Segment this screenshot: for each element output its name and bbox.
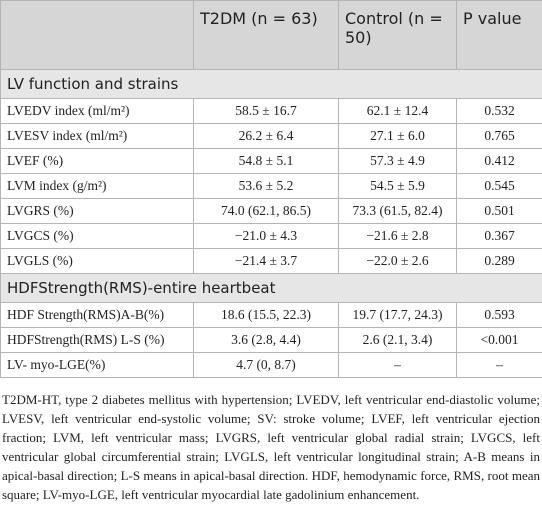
value-cell: 19.7 (17.7, 24.3) — [338, 302, 457, 328]
table: T2DM (n = 63) Control (n = 50) P value LV f… — [0, 0, 542, 378]
footnote: T2DM-HT, type 2 diabetes mellitus with h… — [2, 392, 540, 502]
row-label: LVEF (%) — [0, 148, 194, 174]
data-row: HDFStrength(RMS) L-S (%) 3.6 (2.8, 4.4) 2.… — [0, 327, 542, 353]
data-row: LVGLS (%) −21.4 ± 3.7 −22.0 ± 2.6 0.289 — [0, 248, 542, 274]
section-title: HDFStrength(RMS)-entire heartbeat — [0, 273, 542, 303]
value-cell: −21.0 ± 4.3 — [193, 223, 339, 249]
value-cell: 26.2 ± 6.4 — [193, 123, 339, 149]
row-label: HDF Strength(RMS)A-B(%) — [0, 302, 194, 328]
value-cell: 54.5 ± 5.9 — [338, 173, 457, 199]
value-cell: 18.6 (15.5, 22.3) — [193, 302, 339, 328]
section-title: LV function and strains — [0, 69, 542, 99]
data-row: LVEDV index (ml/m²) 58.5 ± 16.7 62.1 ± 12.… — [0, 98, 542, 124]
row-label: LVGRS (%) — [0, 198, 194, 224]
row-label: LV- myo-LGE(%) — [0, 352, 194, 378]
value-cell: 0.367 — [456, 223, 542, 249]
row-label: LVEDV index (ml/m²) — [0, 98, 194, 124]
value-cell: −22.0 ± 2.6 — [338, 248, 457, 274]
value-cell: 0.289 — [456, 248, 542, 274]
value-cell: 73.3 (61.5, 82.4) — [338, 198, 457, 224]
value-cell: 57.3 ± 4.9 — [338, 148, 457, 174]
data-row: LV- myo-LGE(%) 4.7 (0, 8.7) – – — [0, 352, 542, 378]
value-cell: – — [456, 352, 542, 378]
value-cell: 0.412 — [456, 148, 542, 174]
row-label: LVGLS (%) — [0, 248, 194, 274]
data-row: HDF Strength(RMS)A-B(%) 18.6 (15.5, 22.3)… — [0, 302, 542, 328]
header-cell: T2DM (n = 63) — [193, 0, 339, 70]
header-cell: Control (n = 50) — [338, 0, 457, 70]
value-cell: <0.001 — [456, 327, 542, 353]
value-cell: 0.532 — [456, 98, 542, 124]
table-body: T2DM (n = 63) Control (n = 50) P value LV f… — [0, 0, 542, 378]
row-label: LVM index (g/m²) — [0, 173, 194, 199]
data-row: LVESV index (ml/m²) 26.2 ± 6.4 27.1 ± 6.0 0… — [0, 123, 542, 149]
header-cell — [0, 0, 194, 70]
value-cell: 53.6 ± 5.2 — [193, 173, 339, 199]
row-label: LVGCS (%) — [0, 223, 194, 249]
value-cell: −21.4 ± 3.7 — [193, 248, 339, 274]
value-cell: 62.1 ± 12.4 — [338, 98, 457, 124]
value-cell: 27.1 ± 6.0 — [338, 123, 457, 149]
header-cell: P value — [456, 0, 542, 70]
row-label: LVESV index (ml/m²) — [0, 123, 194, 149]
header-row: T2DM (n = 63) Control (n = 50) P value — [0, 0, 542, 70]
data-row: LVEF (%) 54.8 ± 5.1 57.3 ± 4.9 0.412 — [0, 148, 542, 174]
value-cell: 0.765 — [456, 123, 542, 149]
value-cell: 4.7 (0, 8.7) — [193, 352, 339, 378]
section-row: LV function and strains — [0, 69, 542, 99]
data-row: LVGRS (%) 74.0 (62.1, 86.5) 73.3 (61.5, 82… — [0, 198, 542, 224]
data-row: LVM index (g/m²) 53.6 ± 5.2 54.5 ± 5.9 0.54… — [0, 173, 542, 199]
value-cell: 2.6 (2.1, 3.4) — [338, 327, 457, 353]
value-cell: – — [338, 352, 457, 378]
value-cell: 3.6 (2.8, 4.4) — [193, 327, 339, 353]
value-cell: 0.593 — [456, 302, 542, 328]
value-cell: 58.5 ± 16.7 — [193, 98, 339, 124]
value-cell: −21.6 ± 2.8 — [338, 223, 457, 249]
value-cell: 0.501 — [456, 198, 542, 224]
value-cell: 54.8 ± 5.1 — [193, 148, 339, 174]
row-label: HDFStrength(RMS) L-S (%) — [0, 327, 194, 353]
value-cell: 74.0 (62.1, 86.5) — [193, 198, 339, 224]
section-row: HDFStrength(RMS)-entire heartbeat — [0, 273, 542, 303]
value-cell: 0.545 — [456, 173, 542, 199]
data-row: LVGCS (%) −21.0 ± 4.3 −21.6 ± 2.8 0.367 — [0, 223, 542, 249]
